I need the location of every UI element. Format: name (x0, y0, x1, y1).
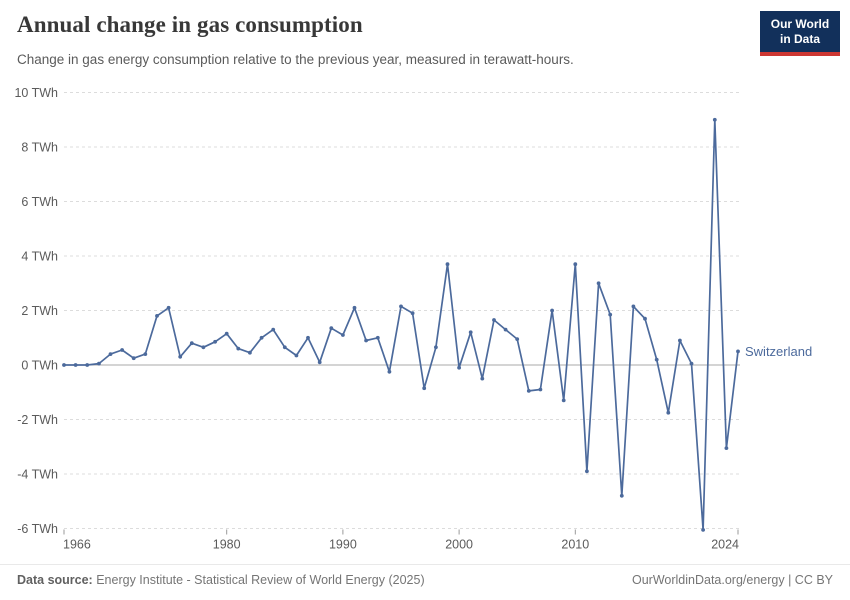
series-label-switzerland[interactable]: Switzerland (745, 344, 812, 359)
data-point-1987[interactable] (306, 335, 310, 340)
data-point-1970[interactable] (108, 352, 113, 356)
data-point-2022[interactable] (712, 117, 717, 122)
x-tick-label-2010: 2010 (561, 538, 589, 552)
data-point-1971[interactable] (120, 348, 124, 352)
data-point-2001[interactable] (468, 330, 473, 335)
data-point-1967[interactable] (73, 363, 78, 367)
data-point-1985[interactable] (282, 345, 287, 350)
data-point-1978[interactable] (201, 345, 206, 350)
data-point-1995[interactable] (399, 304, 403, 309)
data-point-2024[interactable] (736, 349, 740, 354)
data-point-1999[interactable] (445, 262, 450, 267)
data-point-1996[interactable] (410, 311, 415, 316)
data-point-2017[interactable] (654, 357, 659, 362)
y-tick-label-10: 10 TWh (14, 86, 58, 100)
data-point-1980[interactable] (224, 331, 229, 336)
data-point-2007[interactable] (538, 387, 543, 392)
x-tick-label-1966: 1966 (63, 538, 91, 552)
data-point-1984[interactable] (271, 327, 276, 332)
chart-subtitle: Change in gas energy consumption relativ… (17, 52, 574, 67)
data-point-1972[interactable] (131, 356, 136, 361)
data-point-1968[interactable] (85, 363, 90, 367)
y-tick-label-0: 0 TWh (21, 359, 58, 373)
x-tick-label-1990: 1990 (329, 538, 357, 552)
y-tick-label--6: -6 TWh (17, 522, 58, 536)
y-tick-label-2: 2 TWh (21, 304, 58, 318)
x-axis: 1966 1980 1990 2000 2010 2024 (63, 529, 739, 552)
data-point-2021[interactable] (701, 528, 705, 532)
owid-logo[interactable]: Our World in Data (760, 11, 840, 56)
data-point-1988[interactable] (317, 360, 322, 365)
data-source-text: Energy Institute - Statistical Review of… (96, 573, 425, 587)
data-point-2003[interactable] (492, 318, 496, 322)
chart-footer: Data source: Energy Institute - Statisti… (0, 564, 850, 600)
data-point-1989[interactable] (329, 326, 334, 331)
data-point-1974[interactable] (155, 314, 159, 318)
owid-logo-line1: Our World (770, 17, 830, 31)
y-tick-label-4: 4 TWh (21, 250, 58, 264)
data-point-1969[interactable] (97, 361, 101, 366)
data-point-2006[interactable] (526, 389, 531, 393)
data-point-1991[interactable] (352, 305, 357, 310)
data-point-2002[interactable] (480, 376, 485, 381)
x-tick-label-2024: 2024 (711, 538, 739, 552)
data-source-label: Data source: (17, 573, 93, 587)
data-point-2012[interactable] (596, 281, 601, 286)
data-point-2023[interactable] (724, 446, 729, 450)
data-point-1990[interactable] (341, 333, 345, 337)
data-point-2011[interactable] (585, 469, 589, 474)
series-line-switzerland[interactable] (63, 118, 739, 531)
data-point-1986[interactable] (294, 353, 299, 358)
x-tick-label-2000: 2000 (445, 538, 473, 552)
data-point-2015[interactable] (631, 304, 636, 309)
data-point-1977[interactable] (189, 341, 194, 346)
chart-title: Annual change in gas consumption (17, 12, 363, 37)
owid-url-license-link[interactable]: OurWorldinData.org/energy | CC BY (631, 573, 833, 587)
data-point-1981[interactable] (236, 346, 241, 351)
data-point-2016[interactable] (643, 316, 647, 321)
data-point-1976[interactable] (178, 354, 183, 359)
y-tick-label--4: -4 TWh (17, 468, 58, 482)
data-point-1973[interactable] (143, 352, 148, 356)
data-point-1966[interactable] (62, 363, 66, 367)
x-tick-label-1980: 1980 (213, 538, 241, 552)
y-gridlines (64, 92, 740, 529)
data-point-1979[interactable] (213, 339, 218, 344)
data-point-2008[interactable] (550, 308, 554, 313)
data-point-2019[interactable] (678, 338, 682, 343)
y-axis-labels: 10 TWh 8 TWh 6 TWh 4 TWh 2 TWh 0 TWh -2 TWh -4 … (14, 86, 58, 536)
data-point-2020[interactable] (689, 361, 694, 366)
data-point-2005[interactable] (515, 337, 520, 341)
data-point-1997[interactable] (422, 386, 427, 391)
data-point-1983[interactable] (259, 335, 264, 340)
y-tick-label-6: 6 TWh (21, 195, 58, 209)
data-point-2000[interactable] (457, 365, 461, 370)
data-source-note: Data source: Energy Institute - Statisti… (17, 573, 425, 587)
owid-logo-line2: in Data (779, 32, 820, 46)
data-point-1992[interactable] (364, 338, 368, 343)
data-point-2013[interactable] (608, 312, 613, 317)
data-point-1993[interactable] (375, 335, 380, 340)
y-tick-label--2: -2 TWh (17, 413, 58, 427)
data-point-markers (62, 117, 740, 532)
data-point-1975[interactable] (166, 305, 171, 310)
data-point-2004[interactable] (503, 327, 508, 332)
data-point-1998[interactable] (434, 345, 438, 350)
data-point-1994[interactable] (387, 369, 392, 374)
y-tick-label-8: 8 TWh (21, 141, 58, 155)
data-point-2009[interactable] (561, 398, 566, 403)
data-point-1982[interactable] (248, 350, 252, 355)
data-point-2018[interactable] (666, 410, 671, 415)
data-point-2010[interactable] (573, 262, 578, 267)
data-point-2014[interactable] (619, 493, 624, 498)
